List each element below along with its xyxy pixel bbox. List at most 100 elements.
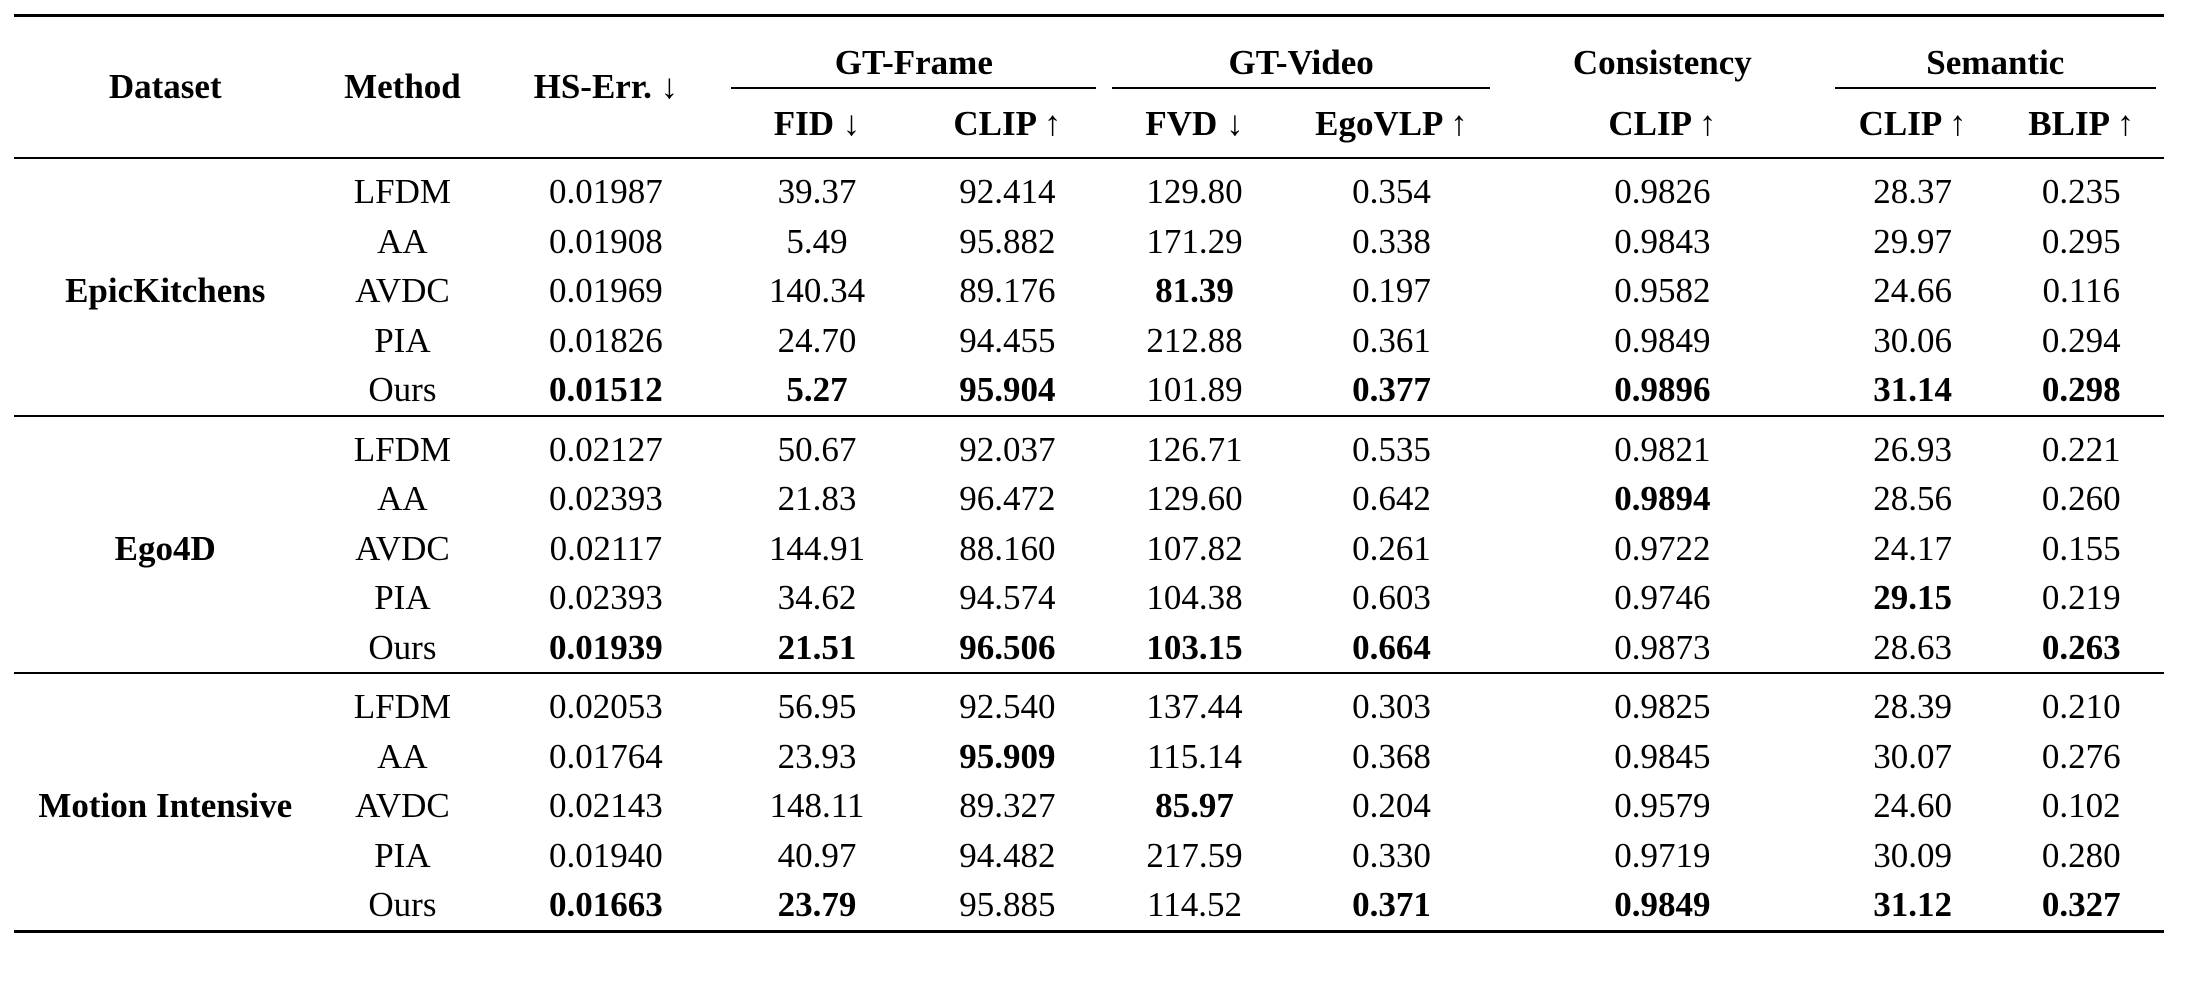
value-cell: 0.330 xyxy=(1352,835,1431,875)
method-cell: AVDC xyxy=(355,786,450,826)
value-cell: 96.506 xyxy=(959,627,1056,667)
group-header-gt-frame: GT-Frame xyxy=(723,16,1104,89)
table-row: PIA 0.01826 24.70 94.455 212.88 0.361 0.9849 30… xyxy=(14,316,2164,366)
value-cell: 95.904 xyxy=(959,370,1056,410)
col-header-fvd: FVD ↓ xyxy=(1145,103,1244,143)
value-cell: 28.63 xyxy=(1873,627,1952,667)
value-cell: 0.01969 xyxy=(549,271,663,311)
value-cell: 140.34 xyxy=(768,271,866,311)
table-body: EpicKitchens LFDM 0.01987 39.37 92.414 129.80… xyxy=(14,158,2164,931)
value-cell: 0.02393 xyxy=(549,578,663,618)
col-header-blip: BLIP ↑ xyxy=(2028,103,2135,143)
dataset-label: Motion Intensive xyxy=(38,786,293,826)
value-cell: 0.9579 xyxy=(1614,786,1711,826)
value-cell: 0.371 xyxy=(1352,885,1431,925)
value-cell: 23.93 xyxy=(777,736,857,776)
value-cell: 92.414 xyxy=(959,172,1056,212)
dataset-label: EpicKitchens xyxy=(65,271,266,311)
table-row: Ours 0.01512 5.27 95.904 101.89 0.377 0.9896 31… xyxy=(14,365,2164,416)
method-cell: PIA xyxy=(374,835,431,875)
group-underline-gt-video xyxy=(1112,87,1491,89)
value-cell: 5.49 xyxy=(786,221,848,261)
value-cell: 40.97 xyxy=(777,835,857,875)
value-cell: 0.9873 xyxy=(1614,627,1711,667)
value-cell: 0.9719 xyxy=(1614,835,1711,875)
value-cell: 0.9845 xyxy=(1614,736,1711,776)
group-label-gt-frame: GT-Frame xyxy=(834,43,993,82)
col-header-clip-consistency: CLIP ↑ xyxy=(1608,103,1717,143)
value-cell: 0.327 xyxy=(2041,885,2121,925)
value-cell: 34.62 xyxy=(777,578,857,618)
value-cell: 0.9746 xyxy=(1614,578,1711,618)
value-cell: 28.56 xyxy=(1873,479,1952,519)
value-cell: 0.280 xyxy=(2041,835,2121,875)
value-cell: 85.97 xyxy=(1155,786,1234,826)
method-cell: LFDM xyxy=(353,172,452,212)
value-cell: 0.9849 xyxy=(1614,885,1711,925)
value-cell: 0.02143 xyxy=(549,786,663,826)
value-cell: 0.01987 xyxy=(549,172,663,212)
value-cell: 0.235 xyxy=(2041,172,2121,212)
value-cell: 0.338 xyxy=(1352,221,1431,261)
value-cell: 103.15 xyxy=(1146,627,1243,667)
value-cell: 107.82 xyxy=(1146,528,1243,568)
value-cell: 5.27 xyxy=(786,370,848,410)
value-cell: 212.88 xyxy=(1146,320,1243,360)
value-cell: 137.44 xyxy=(1146,687,1243,727)
value-cell: 95.885 xyxy=(959,885,1056,925)
value-cell: 30.07 xyxy=(1873,736,1952,776)
group-label-consistency: Consistency xyxy=(1572,43,1752,82)
value-cell: 0.01512 xyxy=(549,370,663,410)
value-cell: 95.882 xyxy=(959,221,1056,261)
table-row: PIA 0.01940 40.97 94.482 217.59 0.330 0.9719 30… xyxy=(14,831,2164,881)
value-cell: 0.116 xyxy=(2042,271,2120,311)
table-row: AVDC 0.02143 148.11 89.327 85.97 0.204 0.9579 2… xyxy=(14,781,2164,831)
table-row: PIA 0.02393 34.62 94.574 104.38 0.603 0.9746 29… xyxy=(14,573,2164,623)
col-header-dataset: Dataset xyxy=(108,66,222,106)
value-cell: 126.71 xyxy=(1146,429,1243,469)
value-cell: 0.261 xyxy=(1352,528,1431,568)
value-cell: 129.80 xyxy=(1146,172,1243,212)
value-cell: 31.14 xyxy=(1873,370,1952,410)
method-cell: AA xyxy=(377,221,428,261)
method-cell: PIA xyxy=(374,578,431,618)
value-cell: 24.17 xyxy=(1873,528,1952,568)
table-row: Motion Intensive LFDM 0.02053 56.95 92.540 13… xyxy=(14,673,2164,825)
table-row: EpicKitchens LFDM 0.01987 39.37 92.414 129.80… xyxy=(14,158,2164,310)
value-cell: 115.14 xyxy=(1147,736,1242,776)
value-cell: 28.37 xyxy=(1873,172,1952,212)
value-cell: 0.155 xyxy=(2041,528,2121,568)
value-cell: 0.02393 xyxy=(549,479,663,519)
table-row: AA 0.01764 23.93 95.909 115.14 0.368 0.9845 30.… xyxy=(14,732,2164,782)
table-row: AA 0.02393 21.83 96.472 129.60 0.642 0.9894 28.… xyxy=(14,474,2164,524)
method-cell: LFDM xyxy=(353,687,452,727)
value-cell: 0.02117 xyxy=(549,528,663,568)
value-cell: 0.9821 xyxy=(1614,429,1711,469)
value-cell: 0.219 xyxy=(2041,578,2121,618)
value-cell: 0.9849 xyxy=(1614,320,1711,360)
value-cell: 0.9825 xyxy=(1614,687,1711,727)
value-cell: 96.472 xyxy=(959,479,1056,519)
value-cell: 0.01939 xyxy=(549,627,663,667)
value-cell: 0.221 xyxy=(2041,429,2121,469)
value-cell: 24.70 xyxy=(777,320,857,360)
value-cell: 0.298 xyxy=(2041,370,2121,410)
value-cell: 0.01826 xyxy=(549,320,663,360)
value-cell: 0.02127 xyxy=(549,429,663,469)
table-row: AVDC 0.02117 144.91 88.160 107.82 0.261 0.9722… xyxy=(14,524,2164,574)
value-cell: 144.91 xyxy=(768,528,866,568)
col-header-method: Method xyxy=(344,66,461,106)
col-header-clip-semantic: CLIP ↑ xyxy=(1858,103,1967,143)
col-header-fid: FID ↓ xyxy=(773,103,861,143)
group-underline-gt-frame xyxy=(731,87,1097,89)
value-cell: 89.327 xyxy=(959,786,1056,826)
value-cell: 24.66 xyxy=(1873,271,1952,311)
value-cell: 94.482 xyxy=(959,835,1056,875)
table-row: AVDC 0.01969 140.34 89.176 81.39 0.197 0.9582 2… xyxy=(14,266,2164,316)
value-cell: 31.12 xyxy=(1873,885,1952,925)
group-label-gt-video: GT-Video xyxy=(1228,43,1374,82)
method-cell: AA xyxy=(377,479,428,519)
value-cell: 21.83 xyxy=(777,479,857,519)
value-cell: 24.60 xyxy=(1873,786,1952,826)
value-cell: 95.909 xyxy=(959,736,1056,776)
